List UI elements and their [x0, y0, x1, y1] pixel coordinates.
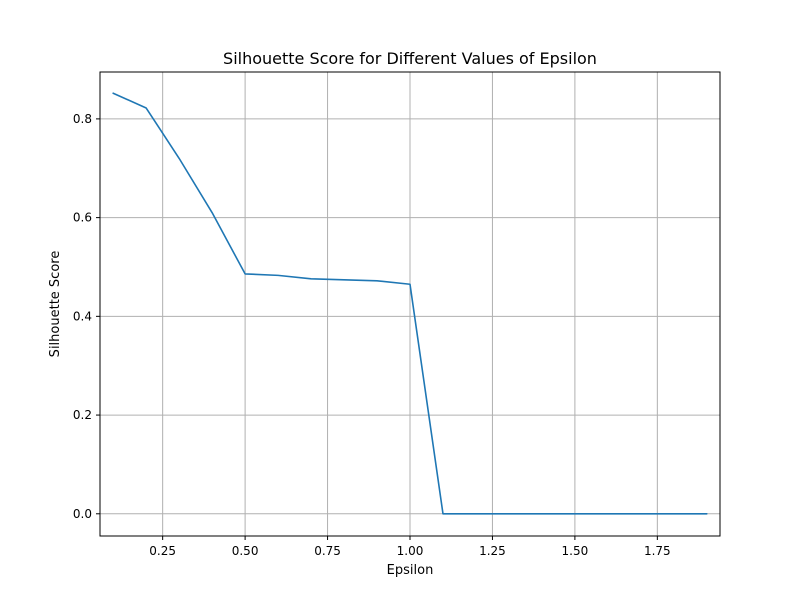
y-tick-label: 0.4 [73, 309, 92, 323]
y-tick-label: 0.8 [73, 112, 92, 126]
x-axis-ticks: 0.25 0.50 0.75 1.00 1.25 1.50 1.75 [149, 536, 671, 558]
series-layer [112, 92, 708, 515]
x-tick-label: 1.00 [397, 544, 424, 558]
y-tick-label: 0.6 [73, 211, 92, 225]
x-tick-label: 0.75 [314, 544, 341, 558]
y-tick-label: 0.0 [73, 507, 92, 521]
chart-title: Silhouette Score for Different Values of… [223, 49, 597, 68]
y-axis-label: Silhouette Score [48, 251, 63, 358]
x-tick-label: 0.25 [149, 544, 176, 558]
y-tick-label: 0.2 [73, 408, 92, 422]
y-axis-ticks: 0.0 0.2 0.4 0.6 0.8 [73, 112, 100, 521]
series-line [112, 92, 708, 515]
x-tick-label: 0.50 [232, 544, 259, 558]
x-tick-label: 1.50 [562, 544, 589, 558]
x-tick-label: 1.75 [644, 544, 671, 558]
grid-lines [100, 72, 720, 536]
x-axis-label: Epsilon [387, 563, 434, 578]
x-tick-label: 1.25 [479, 544, 506, 558]
